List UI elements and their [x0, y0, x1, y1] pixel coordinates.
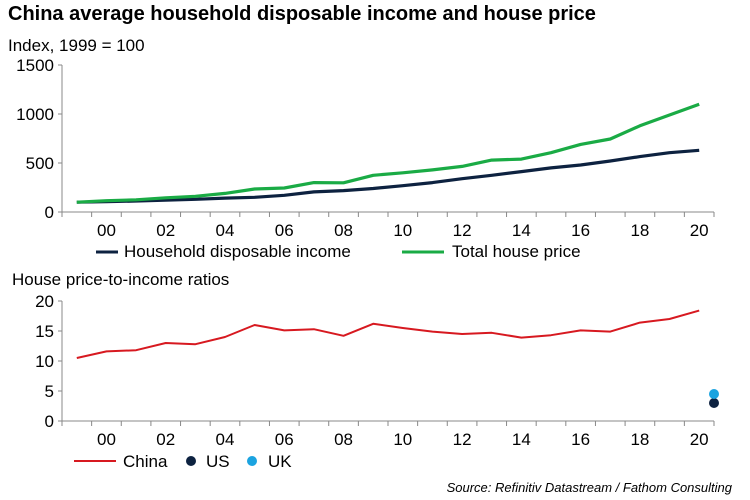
x-tick-label: 10	[393, 221, 412, 240]
legend-swatch	[186, 456, 196, 466]
y-tick-label: 15	[35, 322, 54, 341]
point-us	[709, 398, 719, 408]
top-chart-subtitle: Index, 1999 = 100	[8, 36, 145, 55]
legend-label: Total house price	[452, 242, 581, 261]
top-panel: 0 500 1000 1500 00 02 04 06 08 10 12 14 16 18 20 Househ…	[16, 56, 715, 261]
y-tick-label: 20	[35, 292, 54, 311]
y-tick-label: 1500	[16, 56, 54, 75]
y-tick-label: 1000	[16, 105, 54, 124]
x-tick-label: 20	[690, 430, 709, 449]
x-tick-label: 12	[453, 430, 472, 449]
x-tick-label: 06	[275, 430, 294, 449]
x-tick-label: 20	[690, 221, 709, 240]
x-tick-label: 08	[334, 221, 353, 240]
legend-label: US	[206, 452, 230, 471]
source-note: Source: Refinitiv Datastream / Fathom Co…	[446, 480, 732, 495]
bottom-panel: 0 5 10 15 20 00 02 04 06 08 10 12 14 16 18 20 China US UK	[35, 292, 719, 471]
x-tick-label: 08	[334, 430, 353, 449]
legend-label: Household disposable income	[124, 242, 351, 261]
x-tick-label: 12	[453, 221, 472, 240]
y-tick-label: 10	[35, 352, 54, 371]
x-tick-label: 18	[630, 430, 649, 449]
y-tick-label: 0	[45, 412, 54, 431]
y-tick-label: 5	[45, 382, 54, 401]
x-tick-label: 16	[571, 221, 590, 240]
x-tick-label: 16	[571, 430, 590, 449]
series-line-total-house-price	[76, 102, 700, 204]
x-tick-label: 04	[216, 221, 235, 240]
x-tick-label: 06	[275, 221, 294, 240]
x-tick-label: 00	[97, 430, 116, 449]
chart-title: China average household disposable incom…	[8, 3, 596, 25]
legend-label: UK	[268, 452, 292, 471]
x-tick-label: 18	[630, 221, 649, 240]
series-line-household-disposable-income	[76, 148, 700, 204]
x-tick-label: 04	[216, 430, 235, 449]
x-tick-label: 02	[156, 221, 175, 240]
y-tick-label: 0	[45, 203, 54, 222]
point-uk	[709, 389, 719, 399]
x-tick-label: 02	[156, 430, 175, 449]
series-line-china	[76, 309, 700, 359]
x-tick-label: 14	[512, 221, 531, 240]
x-tick-label: 10	[393, 430, 412, 449]
x-tick-label: 14	[512, 430, 531, 449]
bottom-chart-subtitle: House price-to-income ratios	[12, 270, 230, 289]
x-tick-label: 00	[97, 221, 116, 240]
legend-label: China	[123, 452, 168, 471]
y-tick-label: 500	[26, 154, 54, 173]
legend-swatch	[247, 456, 257, 466]
